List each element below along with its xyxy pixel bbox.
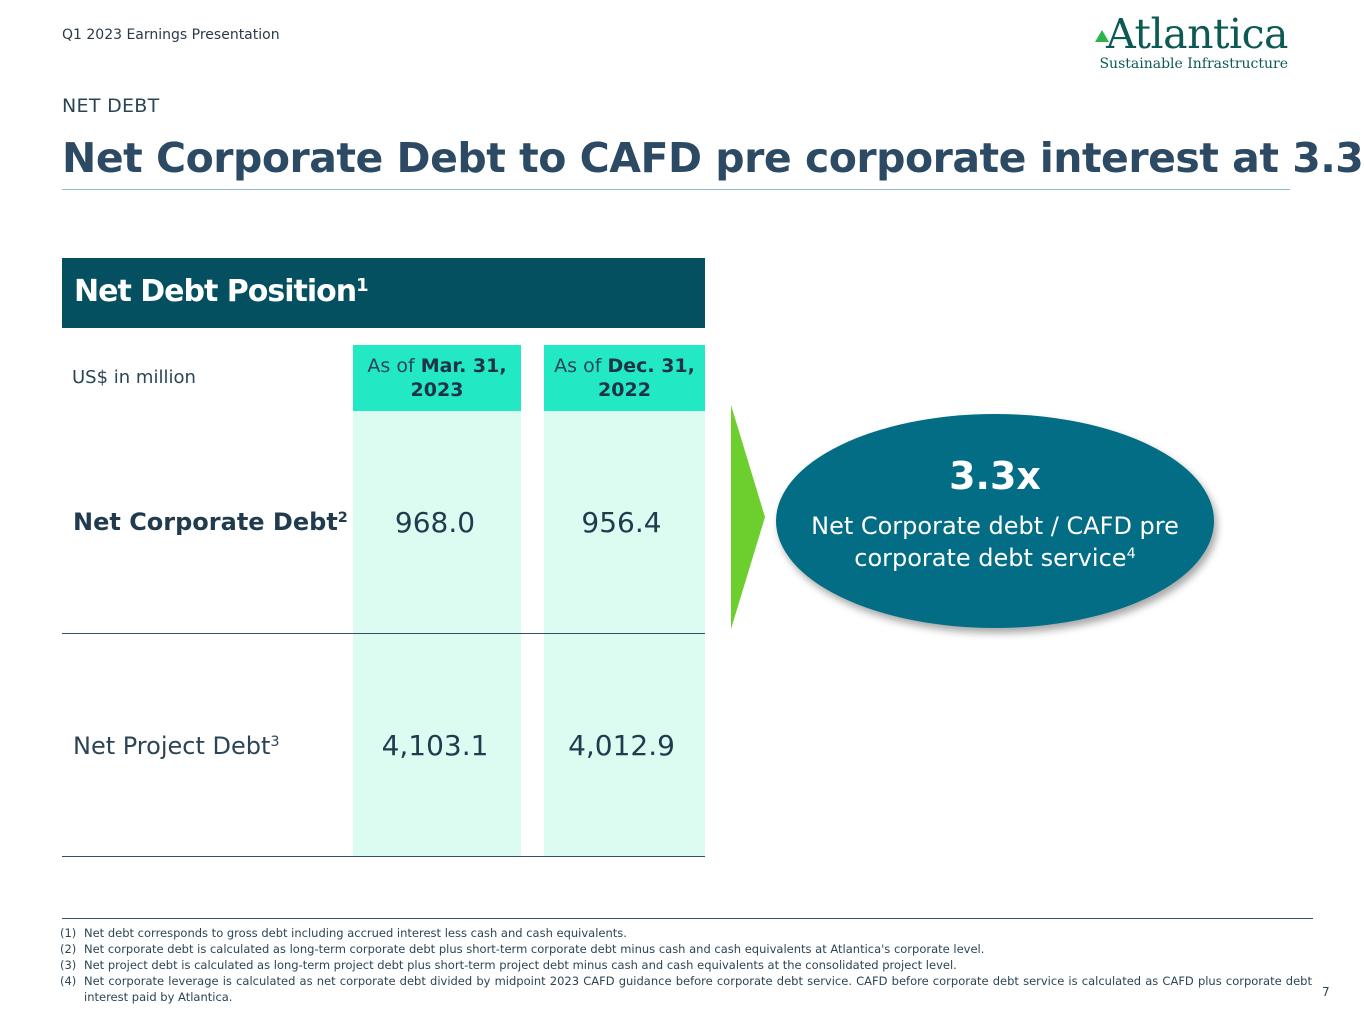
table-header-title: Net Debt Position	[74, 274, 357, 309]
footnote: (4) Net corporate leverage is calculated …	[60, 974, 1312, 1004]
logo-name: Atlantica	[1106, 10, 1288, 58]
table-header-note: 1	[356, 275, 368, 297]
leverage-description: Net Corporate debt / CAFD pre corporate …	[811, 512, 1179, 572]
column-header-prefix: As of	[554, 355, 602, 377]
row-note: 3	[270, 734, 280, 751]
leverage-note: 4	[1126, 546, 1136, 563]
column-header-year: 2023	[410, 379, 464, 401]
column-header-dec-2022: As of Dec. 31, 2022	[544, 345, 705, 411]
column-header-mar-2023: As of Mar. 31, 2023	[353, 345, 521, 411]
units-label: US$ in million	[72, 367, 196, 388]
title-divider	[62, 189, 1290, 190]
leverage-value: 3.3x	[949, 454, 1041, 498]
column-header-prefix: As of	[367, 355, 415, 377]
leverage-callout: 3.3x Net Corporate debt / CAFD pre corpo…	[776, 414, 1214, 628]
footnote: (3) Net project debt is calculated as lon…	[60, 958, 957, 972]
column-header-date: Dec. 31,	[607, 355, 695, 377]
footnote: (2) Net corporate debt is calculated as l…	[60, 942, 985, 956]
row-note: 2	[337, 510, 348, 527]
logo-triangle-icon	[1095, 30, 1110, 42]
column-header-year: 2022	[598, 379, 651, 401]
section-label: NET DEBT	[62, 95, 160, 117]
footnote-divider	[62, 918, 1313, 919]
column-fill-mar-2023	[353, 345, 521, 856]
cell-net-corporate-debt-2023: 968.0	[394, 506, 476, 539]
atlantica-logo: Atlantica Sustainable Infrastructure	[1095, 10, 1288, 72]
table-header: Net Debt Position1	[62, 258, 705, 328]
cell-net-project-debt-2023: 4,103.1	[381, 729, 489, 762]
row-divider	[62, 633, 705, 634]
table-bottom-rule	[62, 856, 705, 857]
page-title: Net Corporate Debt to CAFD pre corporate…	[62, 134, 1364, 182]
column-header-date: Mar. 31,	[420, 355, 507, 377]
footnotes: (1) Net debt corresponds to gross debt in…	[60, 925, 1312, 1005]
footnote: (1) Net debt corresponds to gross debt in…	[60, 926, 627, 940]
cell-net-corporate-debt-2022: 956.4	[581, 506, 662, 539]
presentation-label: Q1 2023 Earnings Presentation	[62, 27, 280, 43]
page-number: 7	[1322, 985, 1330, 999]
row-label-net-corporate-debt: Net Corporate Debt2	[73, 508, 348, 536]
chevron-right-icon	[731, 405, 765, 629]
column-fill-dec-2022	[544, 345, 705, 856]
cell-net-project-debt-2022: 4,012.9	[568, 729, 675, 762]
row-label-net-project-debt: Net Project Debt3	[73, 732, 280, 760]
logo-tagline: Sustainable Infrastructure	[1099, 56, 1288, 72]
